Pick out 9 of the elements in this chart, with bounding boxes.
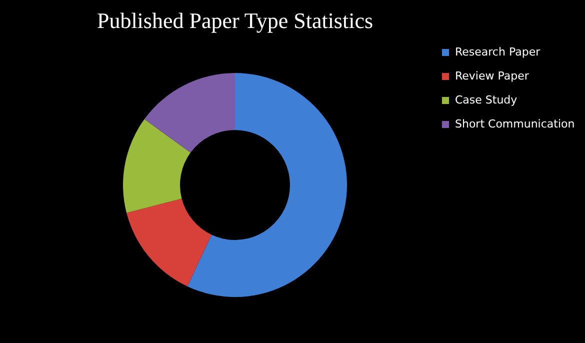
donut-slice	[144, 73, 235, 153]
legend-label: Review Paper	[455, 70, 530, 82]
legend-label: Research Paper	[455, 46, 541, 58]
donut-slice	[123, 119, 191, 213]
donut-slice	[126, 198, 212, 286]
donut-slice	[187, 73, 347, 297]
legend-label: Case Study	[455, 94, 518, 106]
chart-title: Published Paper Type Statistics	[96, 8, 374, 33]
legend-label: Short Communication	[455, 118, 575, 130]
